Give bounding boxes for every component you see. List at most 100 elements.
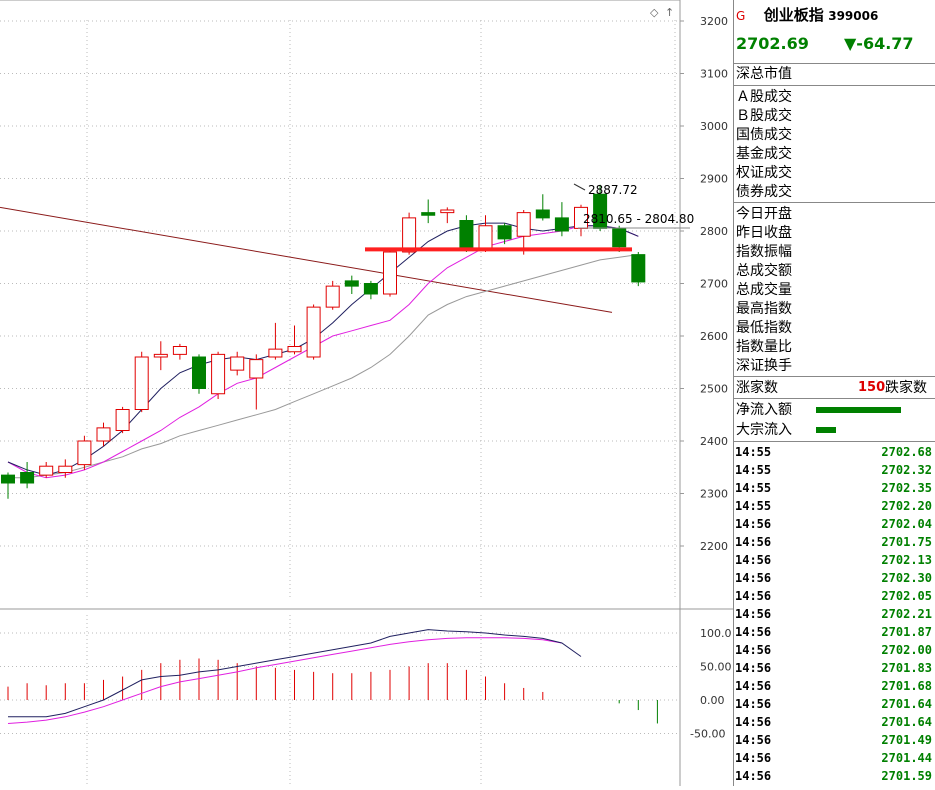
candle-body — [192, 356, 206, 389]
macd-tick-label: -50.00 — [690, 728, 725, 741]
candle-body — [96, 427, 111, 442]
tick-time: 14:55 — [735, 445, 772, 459]
tick-row: 14:55 2702.32 — [734, 461, 935, 479]
candle-body — [134, 356, 149, 410]
ma-mid-line — [7, 225, 639, 479]
macd-dea-line — [7, 637, 562, 724]
tick-time: 14:56 — [735, 715, 772, 729]
ma-long-line — [8, 254, 639, 479]
price-tick-label: 2200 — [700, 540, 728, 553]
candle-body — [383, 251, 397, 295]
tick-price: 2702.00 — [881, 643, 932, 657]
candle-body — [344, 280, 359, 287]
tick-price: 2701.75 — [881, 535, 932, 549]
label-total-volume: 总成交量 — [736, 282, 792, 298]
tick-time: 14:56 — [735, 535, 772, 549]
candle-body — [211, 353, 226, 395]
tick-row: 14:56 2701.87 — [734, 623, 935, 641]
candle-body — [20, 472, 35, 484]
quote-panel: G 创业板指 399006 2702.69 ▼-64.77 深总市值 Ａ股成交 … — [733, 0, 935, 786]
price-tick-label: 2600 — [700, 330, 728, 343]
tick-time: 14:56 — [735, 697, 772, 711]
label-b-turnover: Ｂ股成交 — [736, 108, 792, 124]
candle-body — [459, 220, 474, 250]
divider — [734, 376, 935, 377]
tick-price: 2702.05 — [881, 589, 932, 603]
advancers-count: 150 — [858, 380, 886, 395]
tick-row: 14:56 2701.75 — [734, 533, 935, 551]
tick-row: 14:56 2702.30 — [734, 569, 935, 587]
candle-body — [478, 225, 493, 250]
candle-body — [230, 356, 245, 371]
tick-time: 14:56 — [735, 661, 772, 675]
label-decliners: 跌家数 — [885, 380, 927, 396]
candle-body — [535, 209, 550, 219]
tick-time: 14:56 — [735, 769, 772, 783]
tick-row: 14:56 2702.21 — [734, 605, 935, 623]
price-tick-label: 2800 — [700, 225, 728, 238]
label-turnover-rate: 深证换手 — [736, 358, 792, 374]
tick-time: 14:56 — [735, 589, 772, 603]
ma-short-line — [7, 222, 639, 476]
candle-body — [77, 440, 92, 466]
index-price: 2702.69 — [736, 34, 809, 53]
tick-row: 14:56 2701.64 — [734, 695, 935, 713]
block-inflow-row: 大宗流入 — [734, 421, 935, 439]
tick-price: 2702.68 — [881, 445, 932, 459]
divider — [734, 85, 935, 86]
tick-row: 14:55 2702.35 — [734, 479, 935, 497]
tick-time: 14:55 — [735, 499, 772, 513]
index-change: ▼-64.77 — [844, 34, 914, 53]
divider — [734, 441, 935, 442]
tick-price: 2702.21 — [881, 607, 932, 621]
tick-row: 14:56 2702.04 — [734, 515, 935, 533]
price-tick-label: 2400 — [700, 435, 728, 448]
index-code: 399006 — [828, 9, 879, 23]
tick-row: 14:56 2702.13 — [734, 551, 935, 569]
net-inflow-row: 净流入额 — [734, 401, 935, 419]
label-block-inflow: 大宗流入 — [736, 422, 792, 438]
tick-time: 14:55 — [735, 481, 772, 495]
tick-row: 14:56 2701.64 — [734, 713, 935, 731]
label-bond: 债券成交 — [736, 184, 792, 200]
block-inflow-bar — [816, 427, 836, 433]
candle-body — [172, 346, 187, 355]
candle-body — [115, 409, 130, 431]
macd-tick-label: 100.0 — [700, 627, 732, 640]
candle-body — [1, 474, 15, 484]
tick-row: 14:56 2701.49 — [734, 731, 935, 749]
label-gov-bond: 国债成交 — [736, 127, 792, 143]
divider — [734, 398, 935, 399]
tick-time: 14:56 — [735, 679, 772, 693]
candle-body — [363, 283, 378, 295]
tick-time: 14:56 — [735, 571, 772, 585]
candle-body — [497, 225, 512, 240]
candle-body — [268, 348, 283, 358]
tick-row: 14:56 2702.00 — [734, 641, 935, 659]
candle-body — [612, 227, 627, 248]
macd-tick-label: 50.00 — [700, 661, 732, 674]
tick-time: 14:56 — [735, 643, 772, 657]
tick-price: 2702.13 — [881, 553, 932, 567]
label-a-turnover: Ａ股成交 — [736, 89, 792, 105]
price-row: 2702.69 ▼-64.77 — [734, 33, 935, 55]
price-tick-label: 3100 — [700, 68, 728, 81]
candle-body — [402, 217, 417, 253]
g-indicator: G — [736, 9, 746, 23]
candle-body — [554, 217, 569, 232]
candle-body — [516, 212, 531, 237]
tick-time: 14:56 — [735, 517, 772, 531]
price-tick-label: 2700 — [700, 278, 728, 291]
tick-price: 2702.30 — [881, 571, 932, 585]
candlestick-chart-area[interactable]: ◇ ↑ 2200 2300 2400 2500 2600 2700 2800 2900 3000 31… — [0, 0, 733, 786]
high-label: 2887.72 — [588, 183, 638, 197]
price-tick-label: 3200 — [700, 15, 728, 28]
tick-row: 14:56 2702.05 — [734, 587, 935, 605]
ma-trend-line — [0, 206, 613, 313]
label-net-inflow: 净流入额 — [736, 402, 792, 418]
label-high: 最高指数 — [736, 301, 792, 317]
range-label: 2810.65 - 2804.80 — [583, 212, 694, 226]
candle-body — [58, 465, 73, 474]
index-name: 创业板指 — [763, 6, 824, 24]
tick-time: 14:56 — [735, 733, 772, 747]
